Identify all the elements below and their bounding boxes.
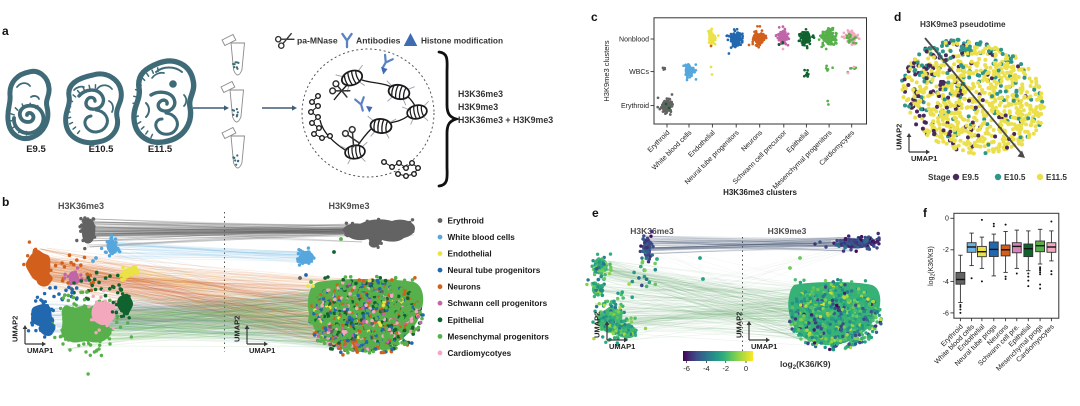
svg-text:E11.5: E11.5: [148, 144, 173, 155]
svg-text:E9.5: E9.5: [26, 144, 46, 155]
svg-text:0: 0: [945, 216, 949, 223]
svg-text:-2: -2: [943, 247, 949, 254]
svg-text:E10.5: E10.5: [89, 144, 115, 155]
svg-text:pa-MNase: pa-MNase: [297, 35, 338, 45]
svg-text:Antibodies: Antibodies: [356, 35, 401, 45]
svg-text:H3K9me3: H3K9me3: [328, 201, 369, 211]
svg-text:-4: -4: [943, 279, 949, 286]
svg-text:log2(K36/K9): log2(K36/K9): [928, 246, 937, 286]
svg-text:b: b: [2, 195, 9, 209]
svg-text:H3K36me3 + H3K9me3: H3K36me3 + H3K9me3: [458, 115, 553, 125]
svg-text:H3K36me3: H3K36me3: [458, 89, 503, 99]
svg-text:f: f: [923, 206, 928, 220]
svg-text:a: a: [2, 24, 9, 38]
svg-text:H3K9me3: H3K9me3: [458, 102, 498, 112]
svg-text:-6: -6: [943, 310, 949, 317]
svg-text:Histone modification: Histone modification: [421, 35, 503, 45]
svg-text:H3K36me3: H3K36me3: [58, 201, 104, 211]
